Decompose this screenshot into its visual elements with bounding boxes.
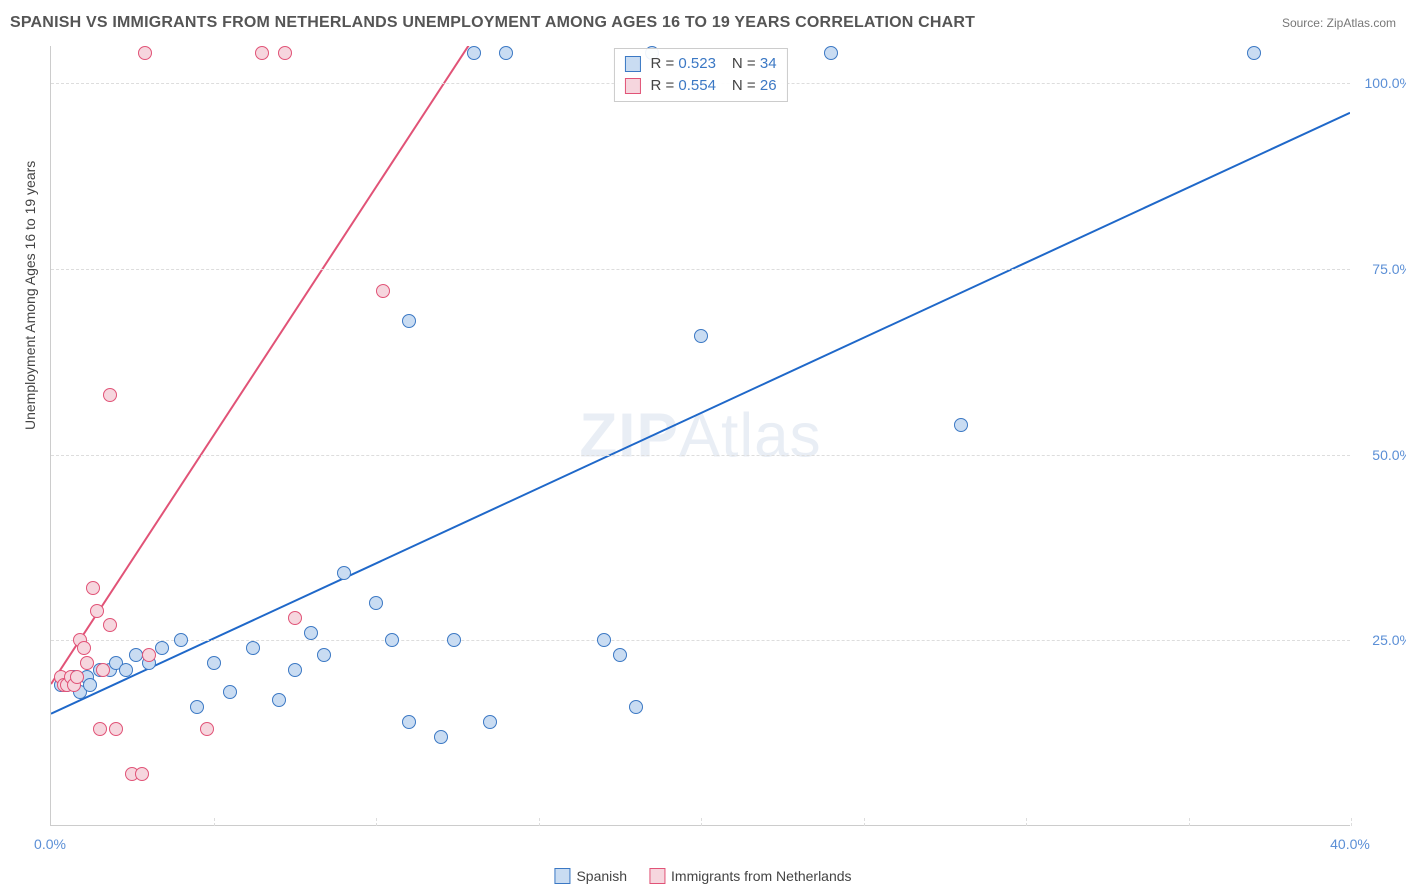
data-point-netherlands <box>86 581 100 595</box>
data-point-spanish <box>129 648 143 662</box>
y-tick-label: 25.0% <box>1372 632 1406 648</box>
legend-swatch-netherlands <box>649 868 665 884</box>
data-point-spanish <box>402 715 416 729</box>
y-tick-label: 50.0% <box>1372 447 1406 463</box>
data-point-spanish <box>467 46 481 60</box>
hgrid-line <box>51 269 1350 270</box>
data-point-spanish <box>954 418 968 432</box>
stats-swatch-spanish <box>624 56 640 72</box>
chart-title: SPANISH VS IMMIGRANTS FROM NETHERLANDS U… <box>10 14 975 31</box>
data-point-netherlands <box>80 656 94 670</box>
stats-r-label: R = 0.523 <box>650 53 715 75</box>
data-point-spanish <box>155 641 169 655</box>
data-point-spanish <box>174 633 188 647</box>
scatter-plot: ZIPAtlas 25.0%50.0%75.0%100.0%R = 0.523N… <box>50 46 1350 826</box>
legend-swatch-spanish <box>554 868 570 884</box>
data-point-spanish <box>1247 46 1261 60</box>
y-axis-title: Unemployment Among Ages 16 to 19 years <box>22 161 38 430</box>
data-point-spanish <box>629 700 643 714</box>
data-point-spanish <box>304 626 318 640</box>
trend-line-spanish <box>51 113 1350 714</box>
data-point-netherlands <box>90 604 104 618</box>
data-point-spanish <box>83 678 97 692</box>
x-tick-label: 40.0% <box>1330 836 1370 852</box>
stats-n-label: N = 34 <box>732 53 777 75</box>
data-point-spanish <box>483 715 497 729</box>
data-point-spanish <box>190 700 204 714</box>
data-point-netherlands <box>288 611 302 625</box>
stats-row-spanish: R = 0.523 N = 34 <box>624 53 776 75</box>
data-point-spanish <box>272 693 286 707</box>
source-label: Source: ZipAtlas.com <box>1282 16 1396 30</box>
watermark: ZIPAtlas <box>579 400 821 471</box>
data-point-netherlands <box>200 722 214 736</box>
data-point-netherlands <box>93 722 107 736</box>
data-point-netherlands <box>138 46 152 60</box>
x-tick-mark <box>376 818 377 826</box>
data-point-spanish <box>246 641 260 655</box>
data-point-spanish <box>317 648 331 662</box>
data-point-spanish <box>499 46 513 60</box>
stats-row-netherlands: R = 0.554 N = 26 <box>624 75 776 97</box>
hgrid-line <box>51 640 1350 641</box>
data-point-spanish <box>402 314 416 328</box>
bottom-legend: Spanish Immigrants from Netherlands <box>554 868 851 884</box>
stats-n-label: N = 26 <box>732 75 777 97</box>
data-point-spanish <box>369 596 383 610</box>
data-point-spanish <box>447 633 461 647</box>
data-point-spanish <box>434 730 448 744</box>
x-tick-mark <box>1026 818 1027 826</box>
x-tick-mark <box>701 818 702 826</box>
data-point-netherlands <box>376 284 390 298</box>
data-point-netherlands <box>103 618 117 632</box>
data-point-spanish <box>597 633 611 647</box>
data-point-netherlands <box>96 663 110 677</box>
data-point-netherlands <box>142 648 156 662</box>
y-tick-label: 100.0% <box>1365 75 1406 91</box>
data-point-netherlands <box>70 670 84 684</box>
data-point-spanish <box>613 648 627 662</box>
data-point-spanish <box>119 663 133 677</box>
y-tick-label: 75.0% <box>1372 261 1406 277</box>
data-point-netherlands <box>255 46 269 60</box>
data-point-spanish <box>824 46 838 60</box>
data-point-spanish <box>223 685 237 699</box>
stats-r-label: R = 0.554 <box>650 75 715 97</box>
data-point-spanish <box>207 656 221 670</box>
data-point-spanish <box>288 663 302 677</box>
data-point-spanish <box>337 566 351 580</box>
data-point-netherlands <box>103 388 117 402</box>
stats-legend: R = 0.523 N = 34 R = 0.554 N = 26 <box>613 48 787 102</box>
legend-item-netherlands: Immigrants from Netherlands <box>649 868 852 884</box>
data-point-netherlands <box>109 722 123 736</box>
x-tick-mark <box>539 818 540 826</box>
x-tick-mark <box>214 818 215 826</box>
x-tick-mark <box>1351 818 1352 826</box>
data-point-netherlands <box>77 641 91 655</box>
stats-swatch-netherlands <box>624 78 640 94</box>
legend-label-spanish: Spanish <box>576 868 627 884</box>
legend-label-netherlands: Immigrants from Netherlands <box>671 868 852 884</box>
legend-item-spanish: Spanish <box>554 868 627 884</box>
trend-lines-layer <box>51 46 1350 825</box>
x-tick-mark <box>864 818 865 826</box>
data-point-netherlands <box>278 46 292 60</box>
data-point-spanish <box>385 633 399 647</box>
trend-line-netherlands <box>51 46 473 684</box>
hgrid-line <box>51 455 1350 456</box>
data-point-netherlands <box>135 767 149 781</box>
x-tick-mark <box>1189 818 1190 826</box>
x-tick-label: 0.0% <box>34 836 66 852</box>
data-point-spanish <box>694 329 708 343</box>
